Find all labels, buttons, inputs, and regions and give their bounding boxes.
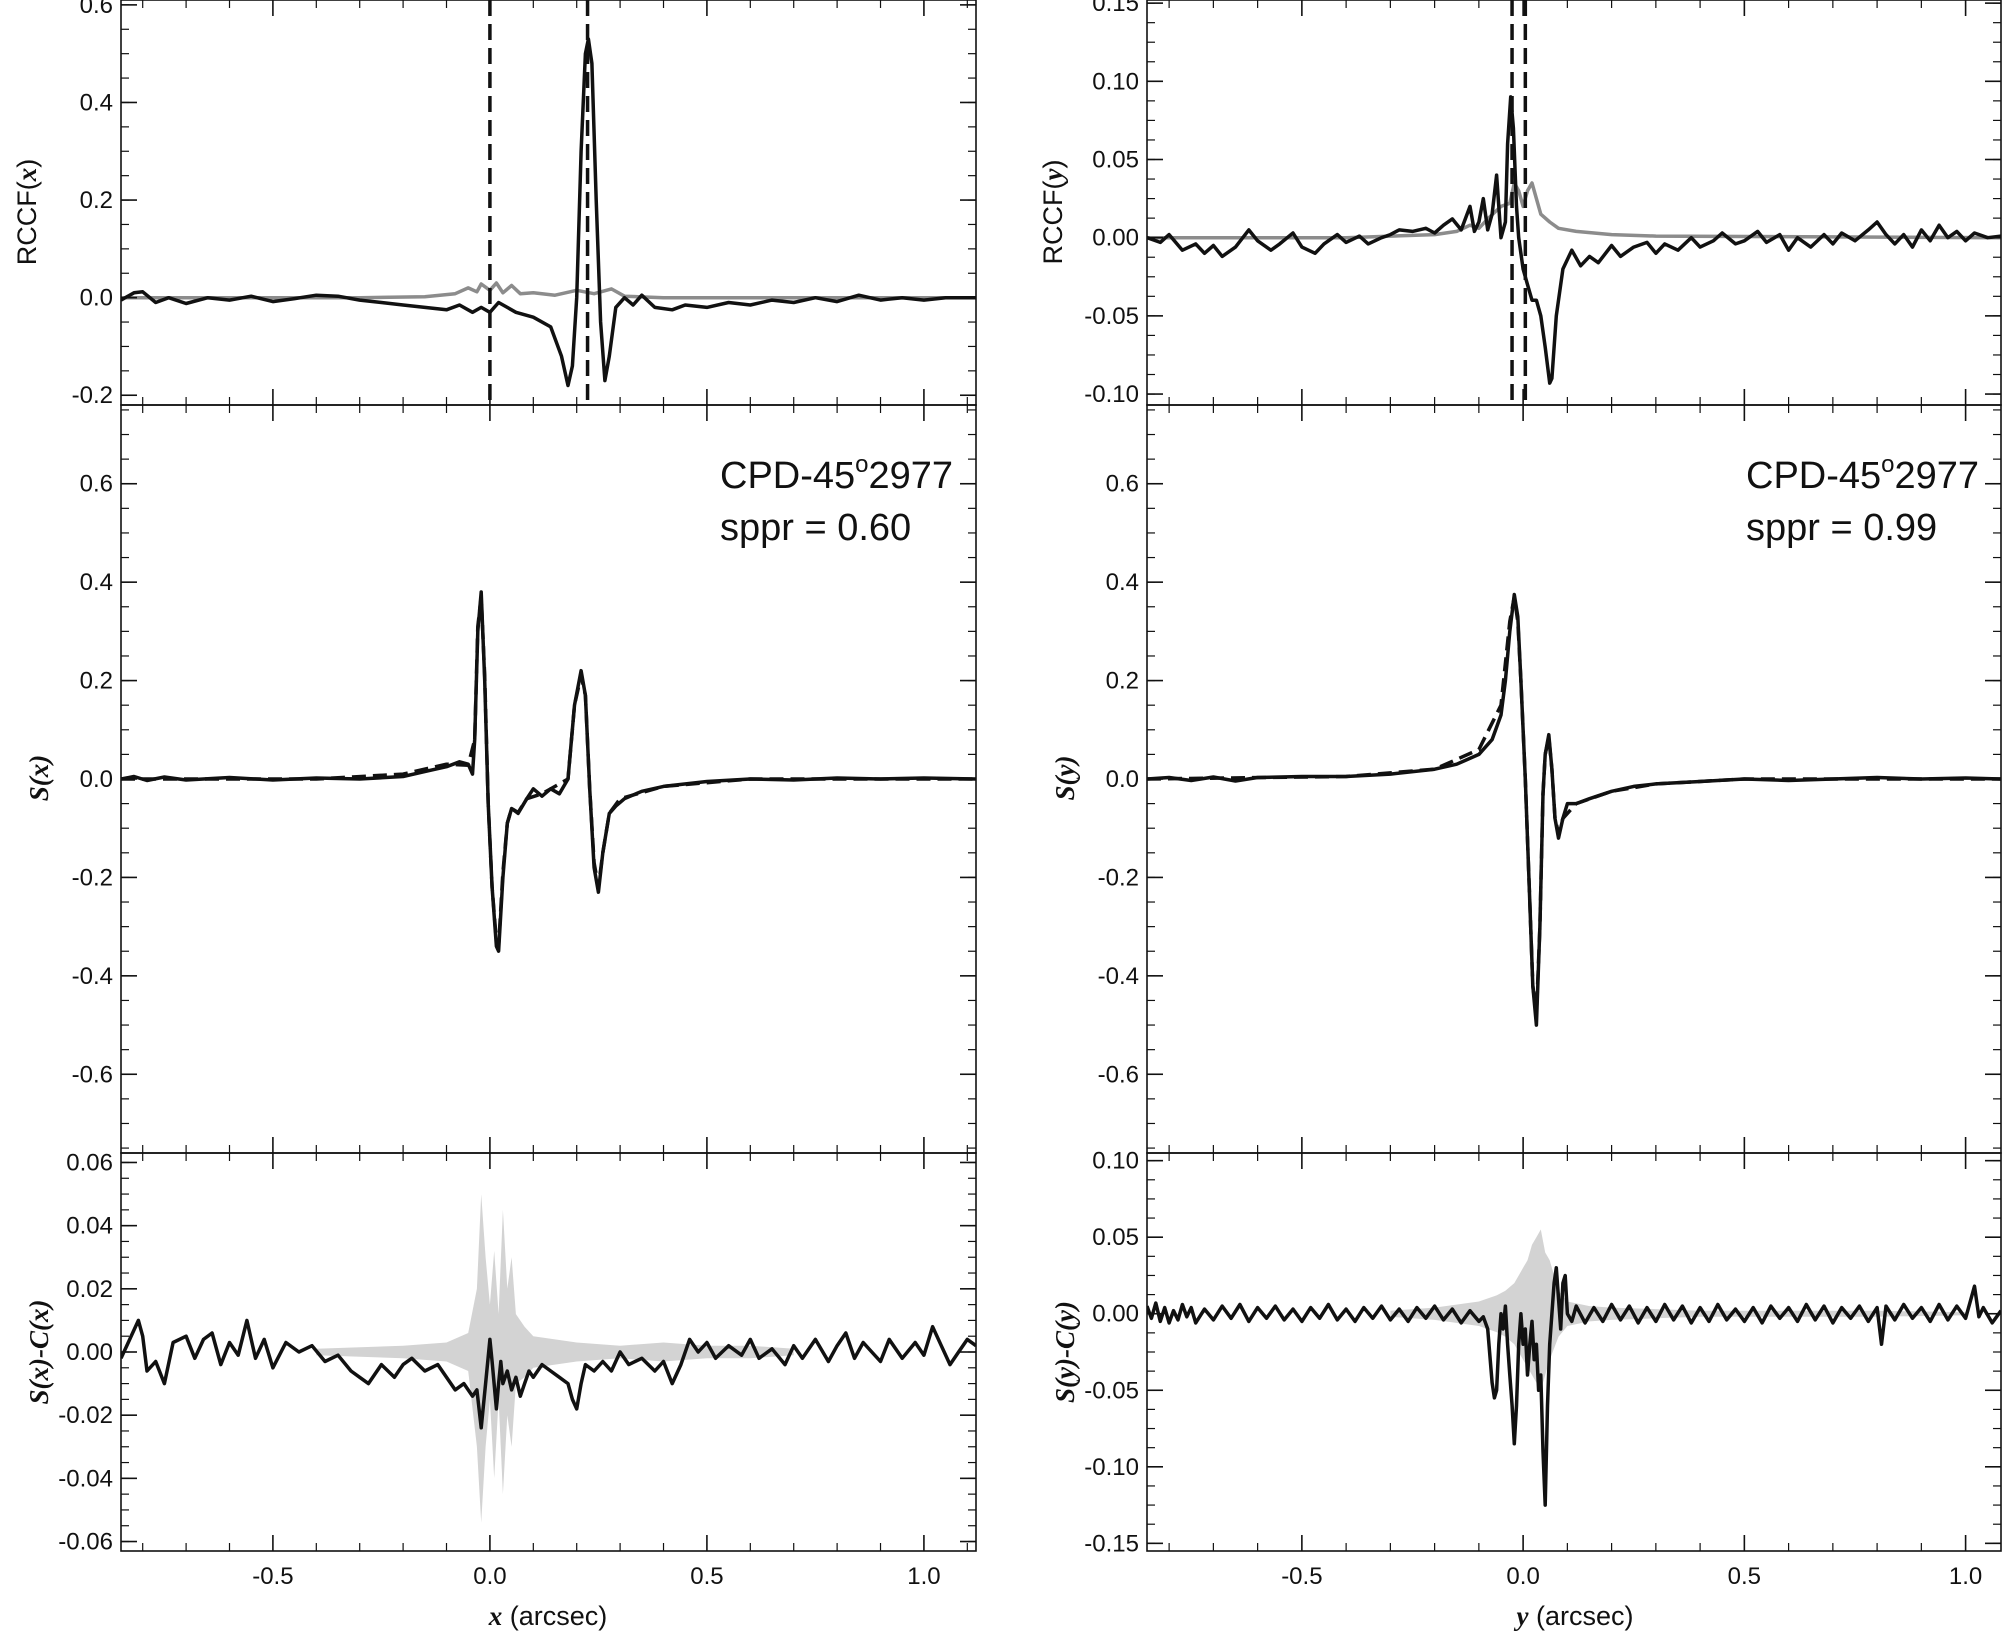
series-line-0 [121, 1318, 976, 1430]
ylabel-residual-x: S(x)-C(x) [24, 1300, 54, 1405]
panel-residual-x: 0.06 0.04 0.02 0.00 -0.02 -0.04 -0.06 -0.5 0.0 0.… [24, 1149, 977, 1631]
panel-s-y: 0.6 0.4 0.2 0.0 -0.2 -0.4 -0.6 S(y) CPD-45o297… [1050, 404, 2002, 1154]
y-tick-label: -0.2 [1098, 864, 1139, 891]
model-line-dashed [121, 595, 976, 949]
ylabel-residual-y: S(y)-C(y) [1050, 1301, 1080, 1403]
panel-residual-y: 0.10 0.05 0.00 -0.05 -0.10 -0.15 -0.5 0.0 0.5 1.0… [1050, 1148, 2002, 1631]
y-tick-label: -0.4 [1098, 963, 1139, 990]
plot-marks [121, 1194, 976, 1523]
y-tick-label: 0.4 [80, 89, 113, 116]
y-tick-label: 0.2 [80, 187, 113, 214]
y-tick-label: 0.15 [1092, 0, 1139, 17]
panel-rccf-y: 0.15 0.10 0.05 0.00 -0.05 -0.10 RCCF(y) [1038, 0, 2002, 408]
x-tick-label: -0.5 [1281, 1563, 1322, 1590]
y-tick-label: 0.04 [66, 1213, 113, 1240]
plot-area-s-y: 0.6 0.4 0.2 0.0 -0.2 -0.4 -0.6 [1098, 404, 2002, 1154]
y-tick-label: -0.05 [1084, 1377, 1139, 1404]
annotation-s-y: CPD-45o2977 sppr = 0.99 [1746, 451, 1979, 549]
xlabel-y: y (arcsec) [1514, 1601, 1634, 1631]
y-tick-label: -0.04 [58, 1465, 113, 1492]
y-tick-label: 0.06 [66, 1149, 113, 1176]
y-tick-label: -0.2 [72, 864, 113, 891]
y-tick-label: 0.2 [1106, 668, 1139, 695]
x-tick-label: 1.0 [907, 1563, 940, 1590]
plot-marks [1147, 592, 2001, 1027]
plot-marks [121, 0, 976, 405]
x-tick-label: -0.5 [252, 1563, 293, 1590]
series-line-0 [121, 281, 976, 300]
series-line-0 [1147, 1266, 2001, 1507]
y-tick-label: -0.06 [58, 1529, 113, 1556]
y-tick-label: -0.05 [1084, 303, 1139, 330]
y-tick-label: 0.0 [80, 766, 113, 793]
annotation-s-x: CPD-45o2977 sppr = 0.60 [720, 451, 953, 549]
y-tick-label: -0.6 [72, 1061, 113, 1088]
ylabel-rccf-x: RCCF(x) [12, 159, 42, 265]
y-tick-label: -0.10 [1084, 1454, 1139, 1481]
plot-marks [1147, 1229, 2001, 1507]
x-tick-label: 0.0 [1506, 1563, 1539, 1590]
y-tick-label: 0.05 [1092, 146, 1139, 173]
model-line-dashed [1147, 595, 2001, 1017]
y-tick-label: -0.2 [72, 382, 113, 409]
ylabel-s-x: S(x) [24, 755, 54, 802]
object-label: CPD-45o2977 [1746, 451, 1979, 497]
plot-area-rccf-x: 0.6 0.4 0.2 0.0 -0.2 [72, 0, 977, 409]
y-tick-label: -0.4 [72, 963, 113, 990]
plot-area-residual-x: 0.06 0.04 0.02 0.00 -0.02 -0.04 -0.06 -0.5 0.0 0.… [58, 1149, 977, 1590]
y-tick-label: 0.10 [1092, 1148, 1139, 1175]
sppr-label: sppr = 0.60 [720, 507, 911, 549]
y-tick-label: 0.0 [80, 285, 113, 312]
sppr-label: sppr = 0.99 [1746, 507, 1937, 549]
y-tick-label: 0.4 [80, 569, 113, 596]
y-tick-label: 0.00 [1092, 225, 1139, 252]
y-tick-label: -0.02 [58, 1402, 113, 1429]
x-tick-label: 1.0 [1949, 1563, 1982, 1590]
y-tick-label: -0.10 [1084, 381, 1139, 408]
panel-s-x: 0.6 0.4 0.2 0.0 -0.2 -0.4 -0.6 S(x) CPD-45o297… [24, 404, 977, 1154]
y-tick-label: 0.6 [80, 0, 113, 19]
y-tick-label: 0.02 [66, 1276, 113, 1303]
x-tick-label: 0.5 [1728, 1563, 1761, 1590]
plot-area-residual-y: 0.10 0.05 0.00 -0.05 -0.10 -0.15 -0.5 0.0 0.5 1.0 [1084, 1148, 2002, 1590]
y-tick-label: -0.15 [1084, 1530, 1139, 1557]
y-tick-label: -0.6 [1098, 1061, 1139, 1088]
plot-marks [1147, 0, 2001, 405]
panel-rccf-x: 0.6 0.4 0.2 0.0 -0.2 RCCF(x) [12, 0, 977, 409]
y-tick-label: 0.6 [1106, 471, 1139, 498]
series-line-1 [1147, 95, 2001, 385]
ylabel-s-y: S(y) [1050, 756, 1080, 801]
ylabel-rccf-y: RCCF(y) [1038, 160, 1068, 265]
x-tick-label: 0.5 [690, 1563, 723, 1590]
y-tick-label: 0.05 [1092, 1224, 1139, 1251]
plot-marks [121, 590, 976, 953]
y-tick-label: 0.2 [80, 668, 113, 695]
xlabel-x: x (arcsec) [488, 1601, 608, 1631]
y-tick-label: 0.00 [1092, 1301, 1139, 1328]
y-tick-label: 0.4 [1106, 569, 1139, 596]
y-tick-label: 0.6 [80, 471, 113, 498]
uncertainty-band [316, 1194, 794, 1523]
x-tick-label: 0.0 [473, 1563, 506, 1590]
y-tick-label: 0.10 [1092, 68, 1139, 95]
plot-area-s-x: 0.6 0.4 0.2 0.0 -0.2 -0.4 -0.6 [72, 404, 977, 1154]
plot-area-rccf-y: 0.15 0.10 0.05 0.00 -0.05 -0.10 [1084, 0, 2002, 408]
series-line-1 [121, 37, 976, 388]
object-label: CPD-45o2977 [720, 451, 953, 497]
y-tick-label: 0.0 [1106, 766, 1139, 793]
y-tick-label: 0.00 [66, 1339, 113, 1366]
